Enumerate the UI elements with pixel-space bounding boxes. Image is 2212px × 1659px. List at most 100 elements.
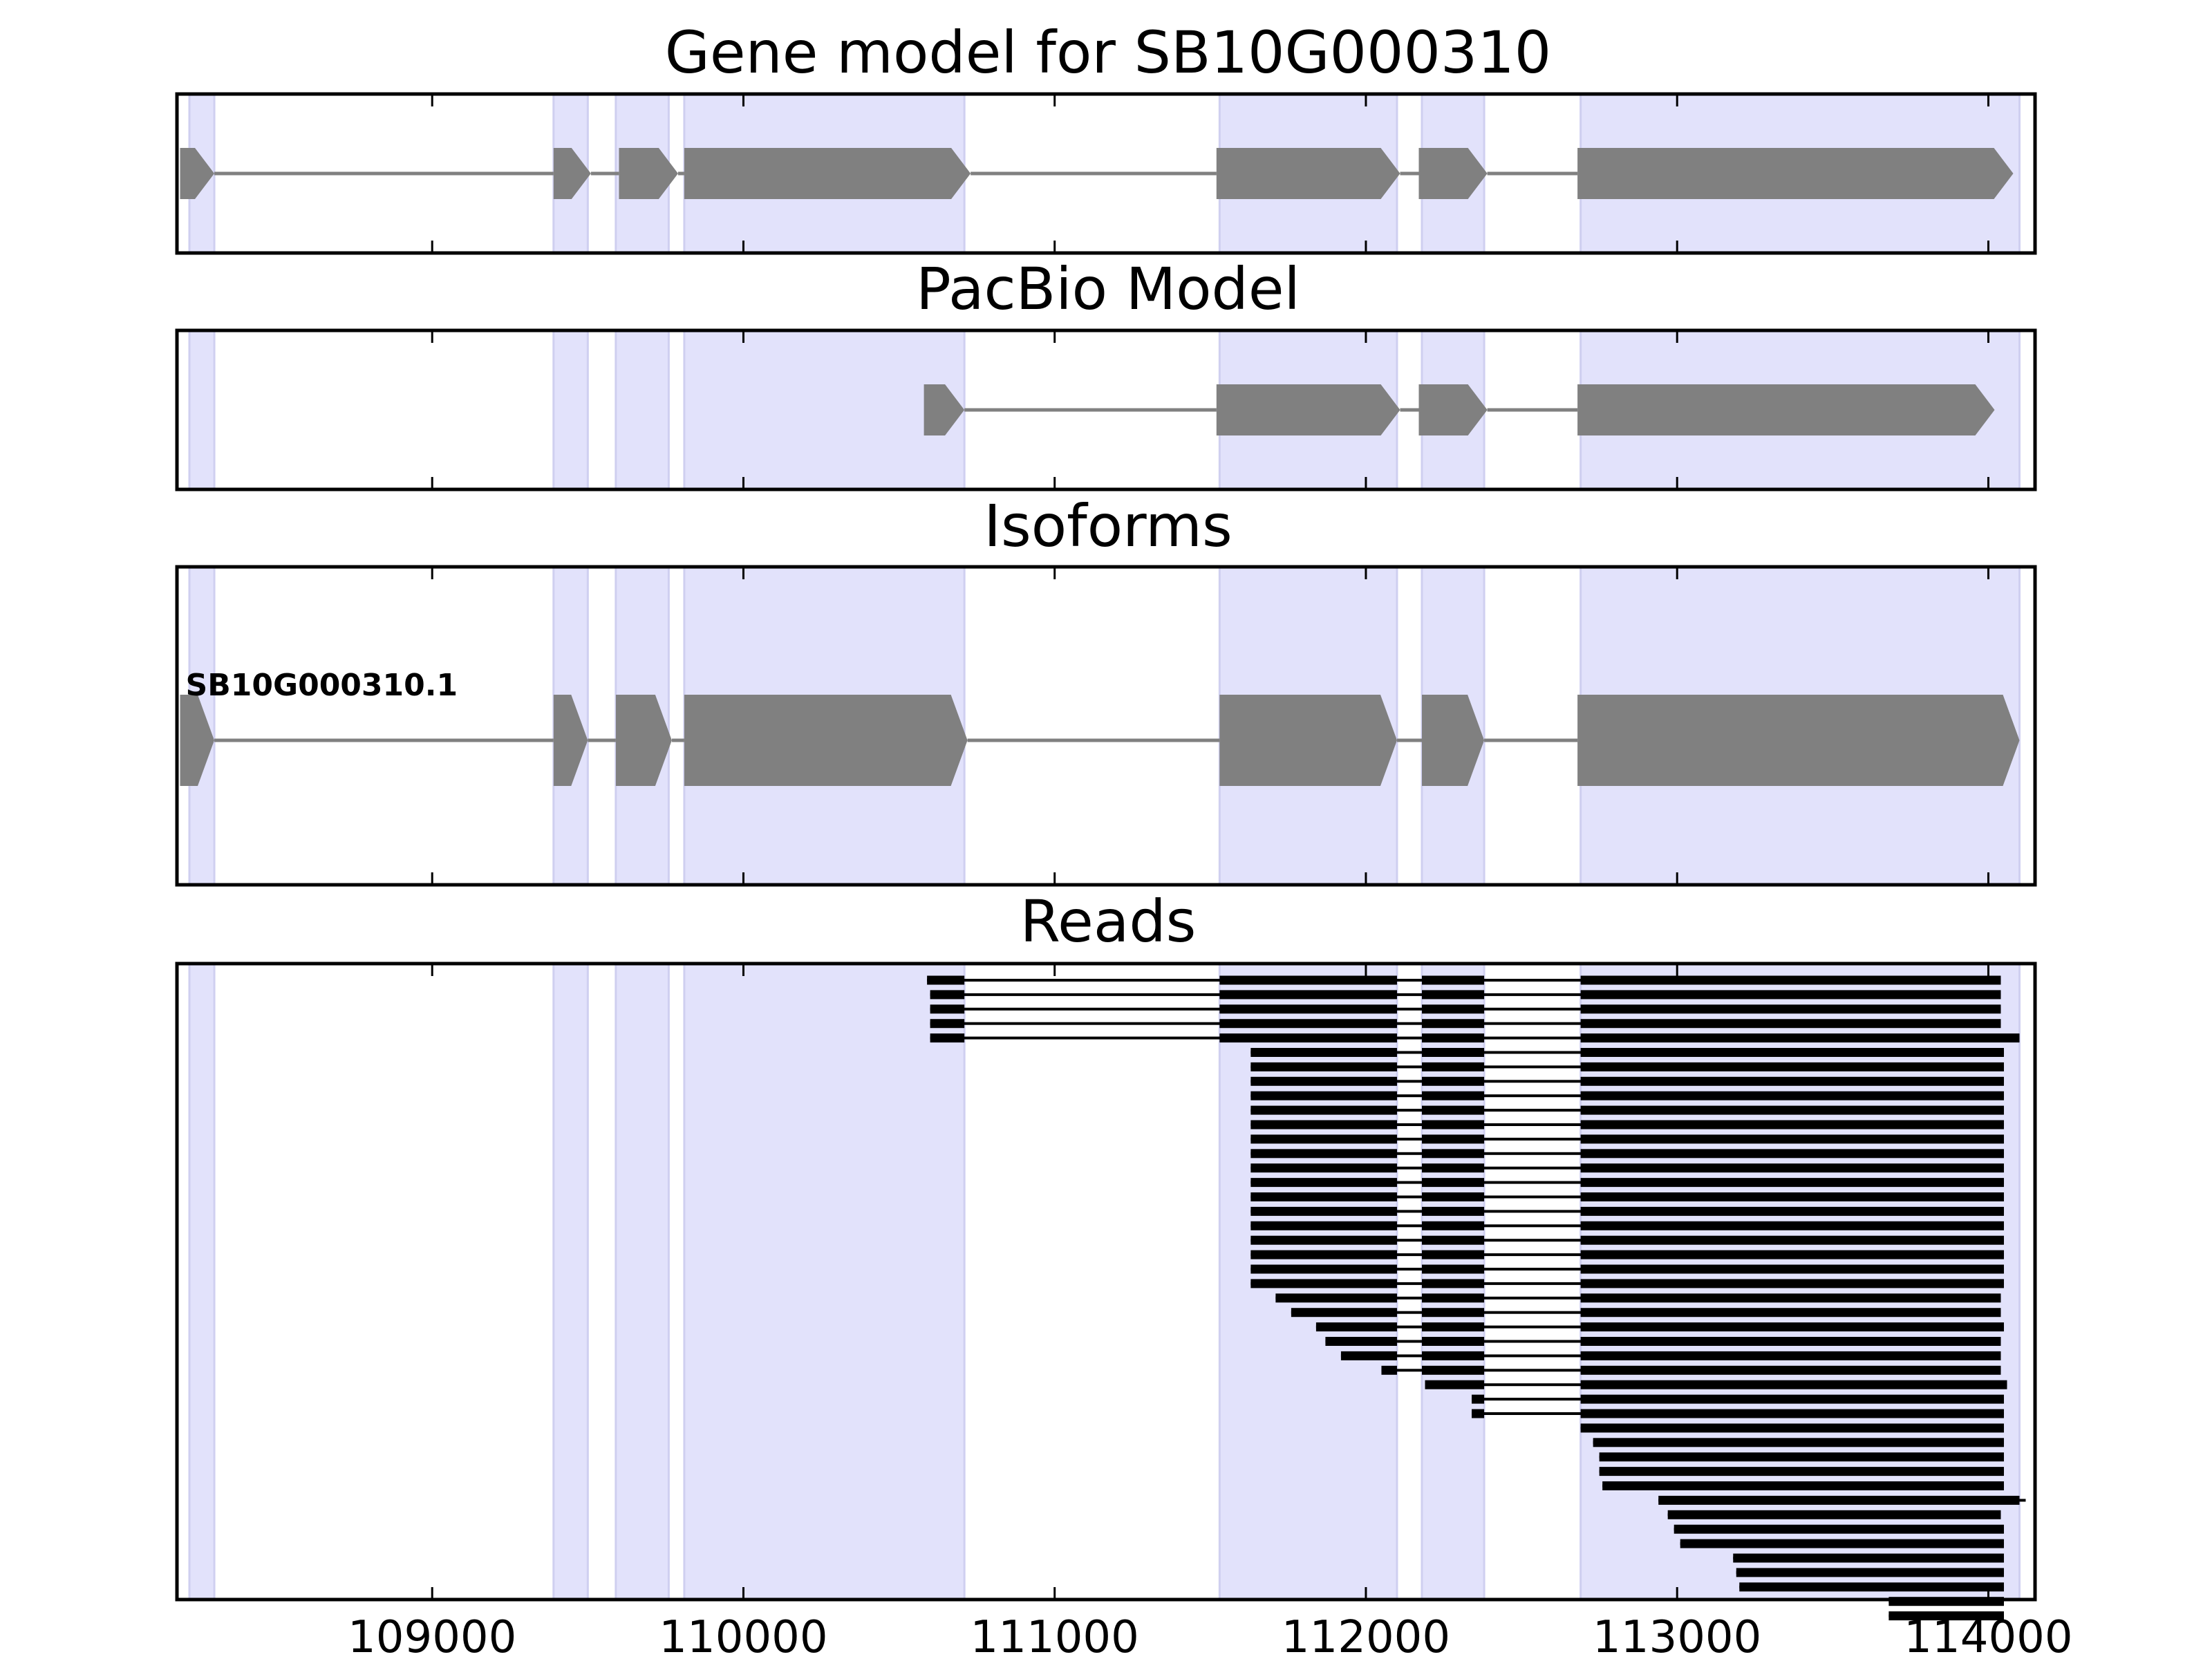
panel-title-isoforms: Isoforms [984, 492, 1232, 560]
read-block [1580, 1019, 2001, 1029]
panel-title-pacbio-model: PacBio Model [916, 255, 1300, 323]
read-block [1422, 1221, 1485, 1230]
read-block [1580, 1394, 2004, 1404]
read-block [930, 990, 965, 1000]
read-row [1250, 1149, 2004, 1159]
exon-block [180, 695, 214, 786]
read-block [1275, 1293, 1397, 1303]
exon-block [180, 148, 214, 199]
read-block [1580, 1423, 2004, 1433]
read-block [1422, 1019, 1485, 1029]
read-block [1580, 975, 2001, 985]
reads-panel: Reads [175, 888, 2037, 1621]
read-block [1580, 1149, 2004, 1159]
read-row [1599, 1467, 2004, 1477]
read-block [1580, 1322, 2004, 1332]
read-row [1425, 1380, 2007, 1389]
read-block [1580, 1250, 2004, 1259]
read-block [1425, 1380, 1485, 1389]
read-block [1736, 1568, 2004, 1577]
read-block [1422, 1264, 1485, 1274]
read-block [1250, 1163, 1397, 1173]
x-axis: 109000 110000 111000 112000 113000 114000 [348, 1612, 2073, 1659]
read-block [1250, 1178, 1397, 1188]
read-block [1422, 1105, 1485, 1115]
read-block [1250, 1149, 1397, 1159]
read-block [1422, 1004, 1485, 1014]
read-block [1422, 1076, 1485, 1086]
read-block [1580, 1134, 2004, 1144]
read-row [1250, 1279, 2004, 1288]
exon-block [1219, 695, 1397, 786]
read-block [1580, 1409, 2004, 1418]
read-block [1250, 1206, 1397, 1216]
read-block [1422, 1033, 1485, 1043]
panel-title-gene-model: Gene model for SB10G000310 [665, 19, 1551, 86]
read-row [1315, 1322, 2004, 1332]
read-block [1580, 1178, 2004, 1188]
exon-block [615, 695, 672, 786]
read-block [1580, 1221, 2004, 1230]
exon-block [684, 148, 971, 199]
read-row [1250, 1076, 2004, 1086]
read-block [1580, 1235, 2004, 1245]
read-row [1275, 1293, 2001, 1303]
read-block [1580, 1264, 2004, 1274]
exon-block [619, 148, 678, 199]
read-block [1580, 1048, 2004, 1057]
read-row [930, 1019, 2001, 1029]
read-row [1250, 1120, 2004, 1130]
read-block [1422, 975, 1485, 985]
gene-model-panel: Gene model for SB10G000310 [175, 19, 2037, 255]
read-block [1580, 1337, 2001, 1346]
read-row [1250, 1192, 2004, 1201]
read-row [1250, 1105, 2004, 1115]
exon-block [1577, 148, 2014, 199]
read-block [1250, 1221, 1397, 1230]
read-block [1250, 1279, 1397, 1288]
read-row [1325, 1337, 2001, 1346]
exon-block [1577, 384, 1995, 435]
pacbio-model-panel: PacBio Model [175, 255, 2037, 491]
read-block [1315, 1322, 1397, 1332]
isoform-label: SB10G000310.1 [186, 668, 458, 703]
read-row [1602, 1481, 2004, 1490]
read-block [1340, 1351, 1397, 1360]
read-block [930, 1004, 965, 1014]
exon-block [684, 695, 968, 786]
read-block [1422, 1091, 1485, 1100]
read-block [1422, 1192, 1485, 1201]
read-row [1381, 1365, 2001, 1375]
read-row [930, 1004, 2001, 1014]
read-block [1422, 1308, 1485, 1318]
read-block [1580, 1192, 2004, 1201]
read-block [1422, 1250, 1485, 1259]
exon-band [615, 962, 670, 1601]
read-row [1250, 1221, 2004, 1230]
exon-block [1418, 384, 1488, 435]
read-block [1219, 1019, 1397, 1029]
read-block [1580, 1293, 2001, 1303]
read-block [1250, 1192, 1397, 1201]
read-block [1422, 1337, 1485, 1346]
panel-title-reads: Reads [1020, 888, 1197, 955]
read-row [1472, 1394, 2004, 1404]
read-block [1599, 1467, 2004, 1477]
read-block [1422, 1048, 1485, 1057]
read-block [1593, 1438, 2004, 1447]
read-row [1593, 1438, 2004, 1447]
panel-frame [175, 92, 2037, 255]
read-row [1250, 1134, 2004, 1144]
read-row [1250, 1062, 2004, 1071]
read-block [1422, 1149, 1485, 1159]
read-row [1667, 1510, 2001, 1519]
read-block [1739, 1582, 2004, 1592]
read-block [1580, 990, 2001, 1000]
exon-band [683, 962, 966, 1601]
read-block [1472, 1394, 1485, 1404]
read-block [1250, 1076, 1397, 1086]
x-tick-label: 109000 [348, 1612, 516, 1659]
read-block [1580, 1308, 2001, 1318]
read-block [1472, 1409, 1485, 1418]
